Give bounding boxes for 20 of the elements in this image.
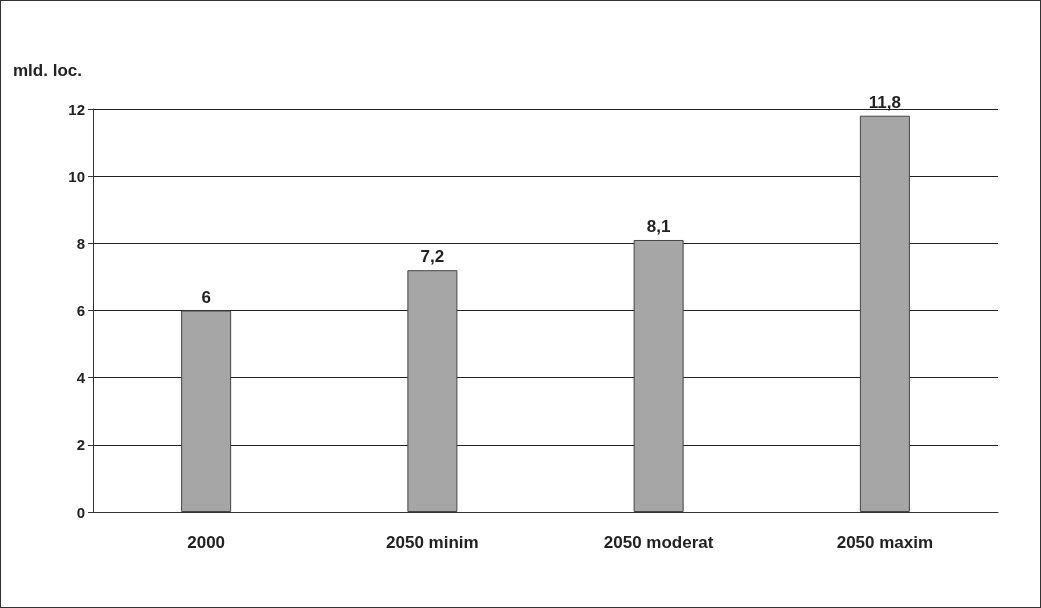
- bar: [859, 115, 910, 512]
- y-tick-label: 0: [76, 503, 85, 521]
- bar: [407, 270, 458, 512]
- data-label: 7,2: [420, 247, 445, 267]
- data-label: 8,1: [646, 216, 671, 236]
- data-label: 6: [201, 287, 211, 307]
- y-axis-title: mld. loc.: [13, 61, 82, 80]
- x-tick-label: 2050 moderat: [603, 533, 714, 552]
- x-tick-label: 2000: [187, 533, 226, 552]
- y-tick-label: 2: [76, 436, 85, 454]
- y-tick-label: 10: [68, 167, 85, 185]
- data-label: 11,8: [868, 92, 901, 112]
- x-tick-label: 2050 minim: [386, 533, 479, 552]
- y-tick-label: 8: [76, 234, 85, 252]
- y-tick-label: 12: [68, 100, 85, 118]
- x-tick-label: 2050 maxim: [836, 533, 934, 552]
- bar: [633, 239, 684, 512]
- bar: [181, 310, 232, 512]
- y-tick-label: 4: [76, 369, 86, 387]
- y-tick-label: 6: [76, 302, 85, 319]
